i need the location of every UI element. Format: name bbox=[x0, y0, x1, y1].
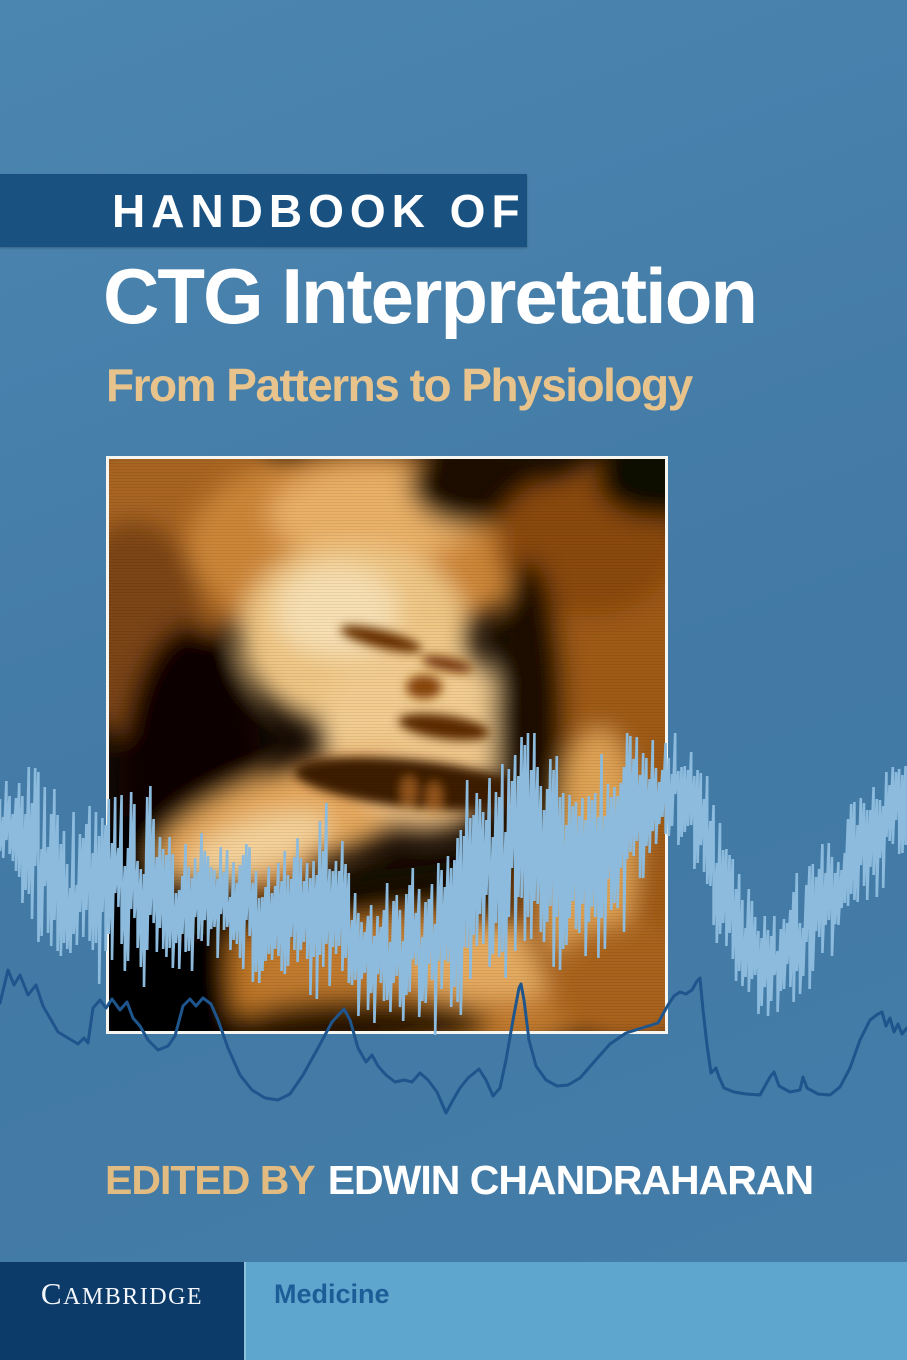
fetus-ultrasound-image bbox=[109, 459, 665, 1031]
imprint-label: Medicine bbox=[274, 1279, 390, 1309]
edited-by-label: EDITED BY bbox=[105, 1157, 316, 1203]
imprint-box: Medicine bbox=[244, 1262, 907, 1360]
book-subtitle: From Patterns to Physiology bbox=[106, 359, 693, 411]
series-banner-label: HANDBOOK OF bbox=[112, 184, 526, 237]
series-banner: HANDBOOK OF bbox=[0, 174, 527, 247]
publisher-name: CAMBRIDGE bbox=[40, 1276, 204, 1311]
editor-name: EDWIN CHANDRAHARAN bbox=[327, 1157, 814, 1203]
ultrasound-photo bbox=[106, 456, 668, 1034]
editor-line: EDITED BY EDWIN CHANDRAHARAN bbox=[105, 1157, 814, 1204]
book-title: CTG Interpretation bbox=[103, 252, 758, 340]
publisher-logo-box: CAMBRIDGE bbox=[0, 1262, 244, 1360]
